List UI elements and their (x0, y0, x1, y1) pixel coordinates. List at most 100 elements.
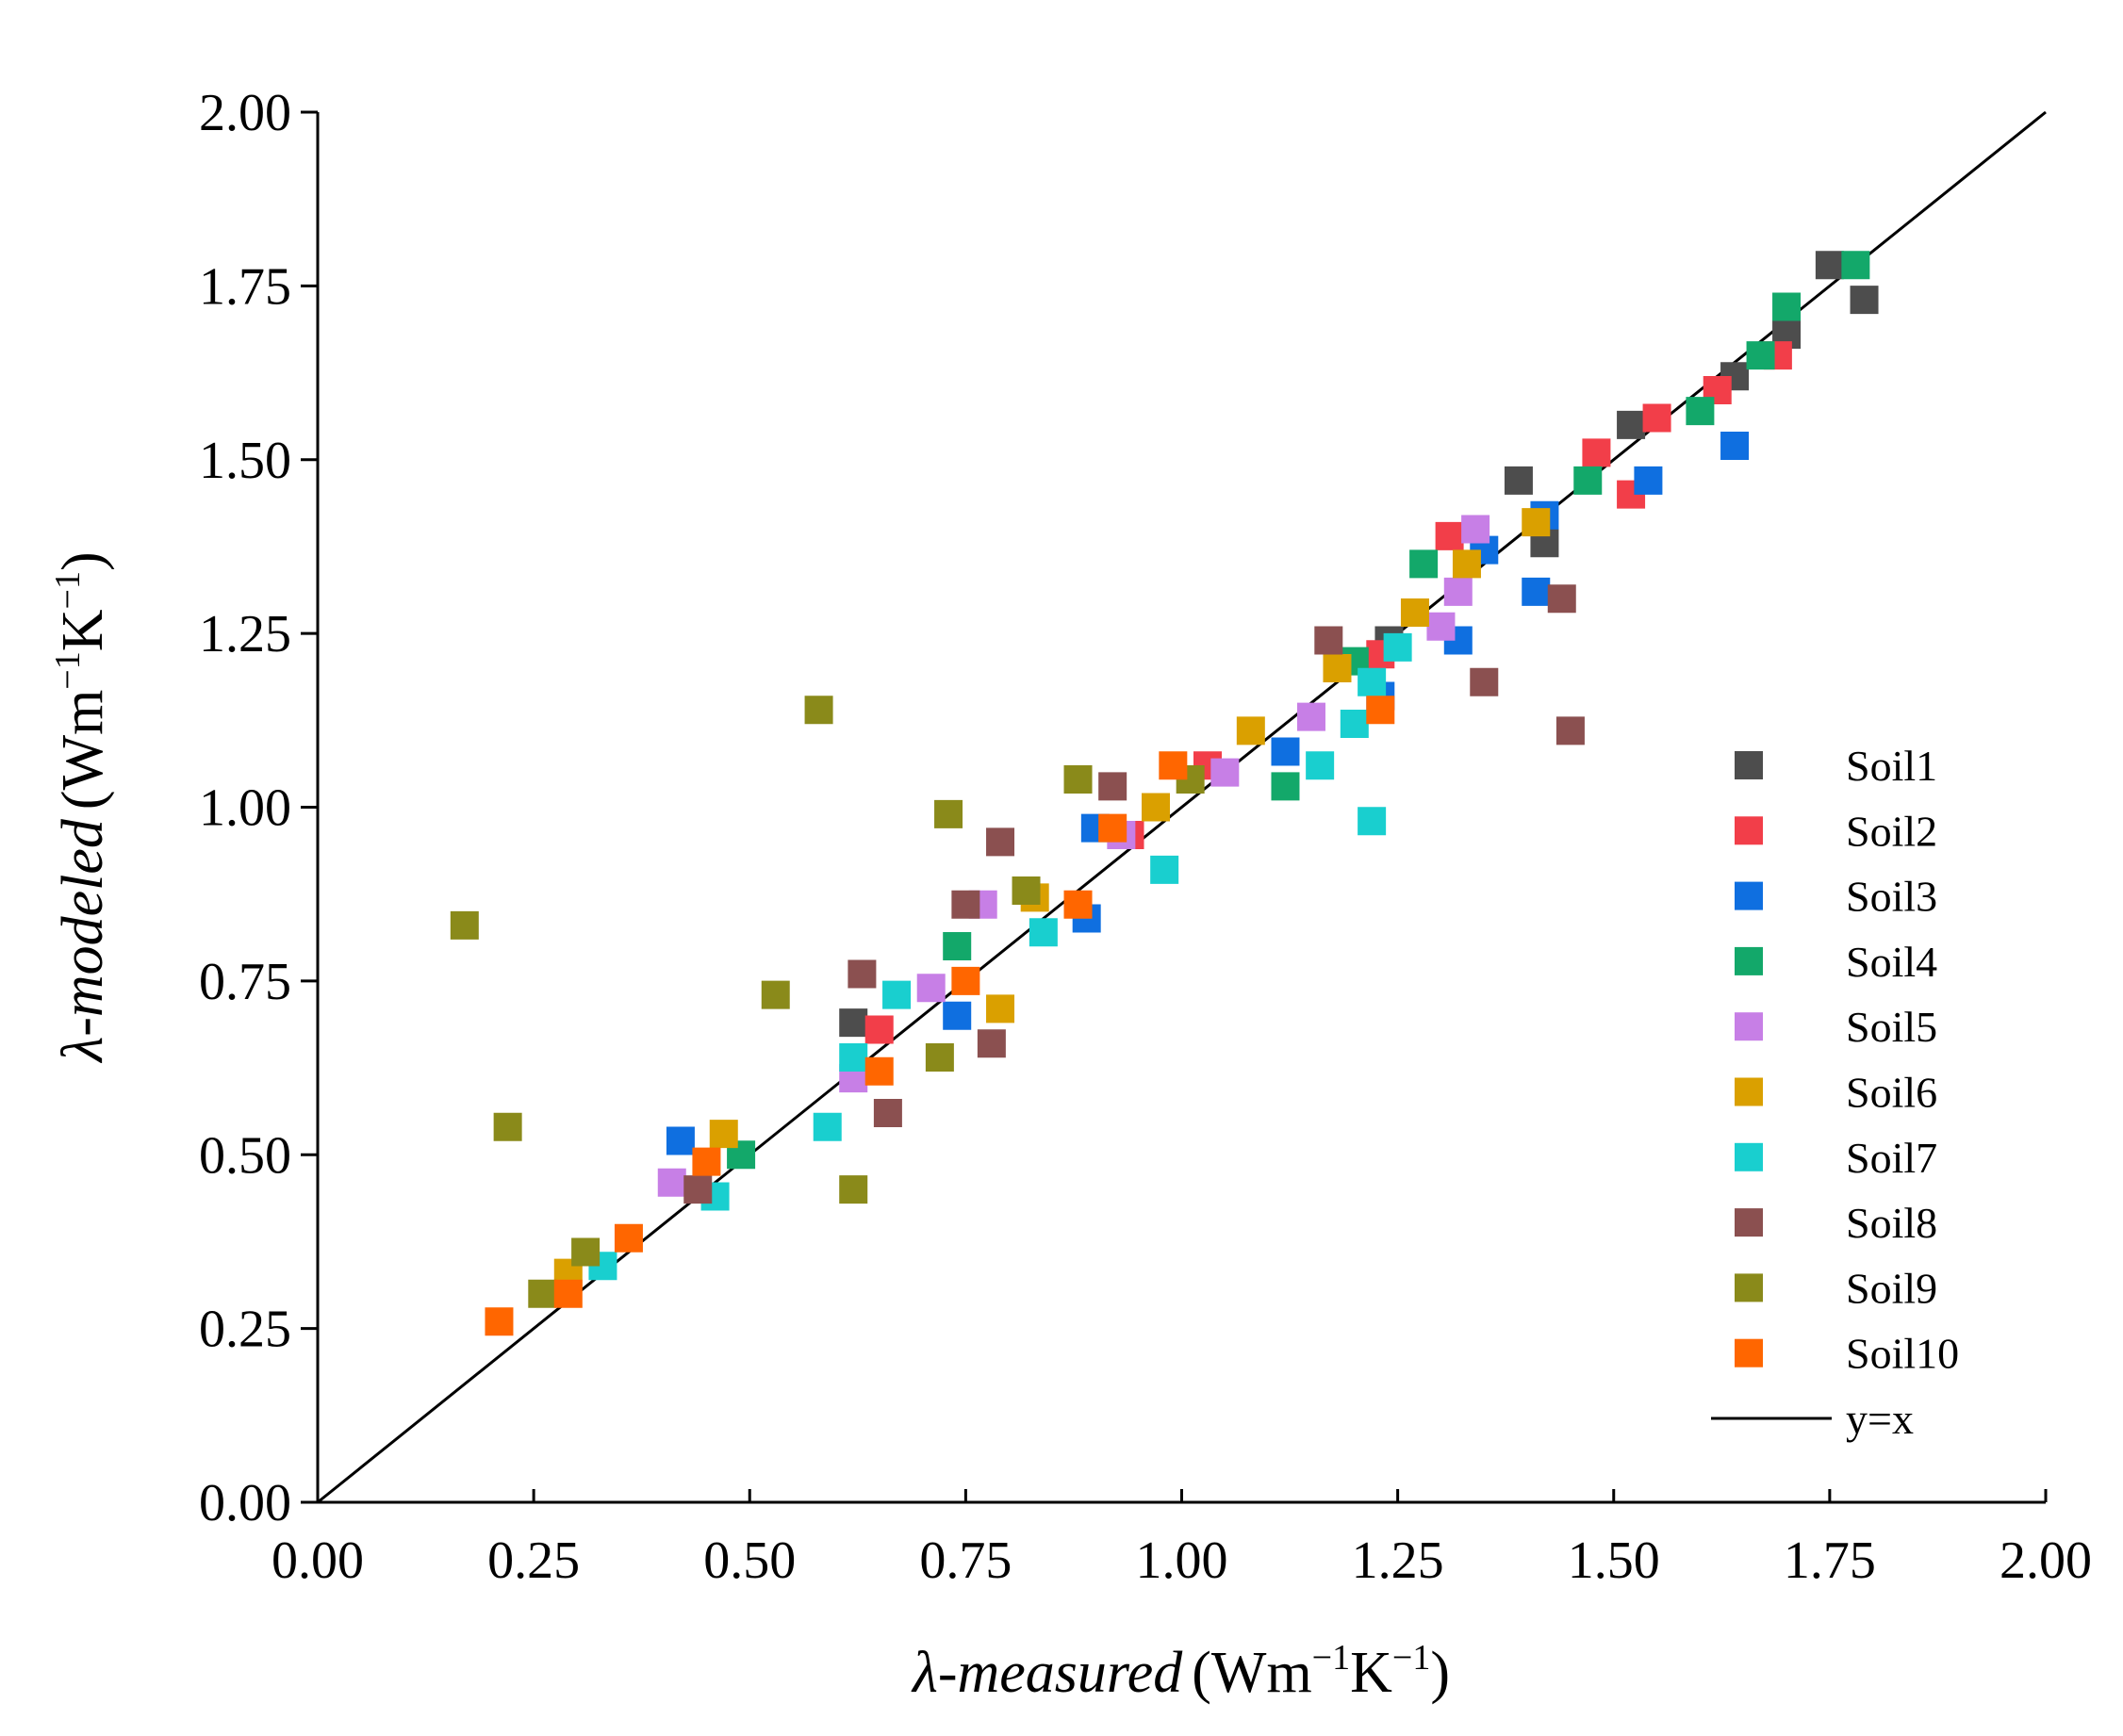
series-soil10 (485, 696, 1395, 1336)
data-point (1210, 758, 1240, 787)
data-point (1686, 397, 1715, 426)
legend-swatch (1735, 816, 1763, 845)
data-point (1470, 667, 1499, 696)
y-axis-title-sup1: −1 (48, 651, 88, 689)
data-point (882, 980, 912, 1009)
series-soil1 (839, 251, 1879, 1038)
data-point (450, 910, 479, 940)
y-tick-label: 1.50 (199, 432, 291, 490)
data-point (761, 980, 790, 1009)
data-point (848, 959, 877, 989)
data-point (1409, 549, 1439, 579)
data-point (1358, 667, 1387, 696)
y-tick-label: 0.50 (199, 1126, 291, 1185)
data-point (657, 1168, 686, 1197)
data-point (1435, 521, 1464, 550)
y-axis-title-symbol: λ (51, 1037, 115, 1064)
data-point (1063, 765, 1093, 794)
data-point (943, 932, 972, 960)
data-point (839, 1175, 868, 1204)
series-soil8 (683, 584, 1585, 1204)
series-soil4 (727, 251, 1870, 1170)
data-point (1150, 855, 1179, 884)
x-axis-title-close: ) (1430, 1641, 1450, 1705)
y-axis-title: λ-modeled(Wm−1K−1) (48, 551, 115, 1063)
data-point (553, 1279, 583, 1308)
data-point (1340, 710, 1369, 738)
data-point (1426, 612, 1456, 641)
x-tick-label: 0.00 (272, 1531, 364, 1590)
data-point (1461, 515, 1490, 544)
x-axis-title-unit2: K (1350, 1641, 1392, 1705)
data-point (1522, 577, 1551, 606)
data-point (1746, 341, 1775, 370)
data-point (1098, 813, 1127, 843)
data-point (813, 1112, 842, 1141)
data-point (951, 966, 980, 995)
data-point (916, 974, 946, 1003)
data-point (485, 1307, 514, 1336)
data-point (493, 1112, 522, 1141)
data-point (977, 1029, 1006, 1058)
y-axis-title-sup2: −1 (48, 571, 88, 609)
data-point (709, 1120, 738, 1149)
data-point (1400, 598, 1429, 627)
data-point (1271, 772, 1300, 801)
data-point (692, 1147, 721, 1176)
legend-label: Soil3 (1846, 873, 1937, 921)
x-tick-label: 1.00 (1136, 1531, 1228, 1590)
data-point (1366, 696, 1395, 725)
data-point (1815, 251, 1844, 280)
data-point (986, 827, 1015, 857)
data-point (1142, 793, 1171, 822)
data-point (839, 1008, 868, 1038)
legend-swatch (1735, 1077, 1763, 1106)
legend-swatch (1735, 1208, 1763, 1237)
data-point (1772, 292, 1802, 321)
x-axis-title-symbol: λ (911, 1641, 938, 1705)
y-tick-label: 0.25 (199, 1301, 291, 1359)
legend-label: Soil8 (1846, 1199, 1937, 1247)
series-soil2 (864, 341, 1792, 1044)
legend-label: Soil10 (1846, 1330, 1959, 1378)
data-point (1452, 549, 1481, 579)
data-point (1850, 286, 1879, 315)
legend-swatch (1735, 881, 1763, 910)
data-point (1522, 508, 1551, 537)
legend-swatch (1735, 1273, 1763, 1302)
data-point (614, 1223, 643, 1253)
legend-swatch (1735, 1338, 1763, 1368)
data-point (1617, 410, 1646, 439)
y-tick-label: 1.25 (199, 605, 291, 663)
data-point (1236, 716, 1265, 745)
x-tick-label: 0.75 (919, 1531, 1012, 1590)
series-soil7 (588, 632, 1412, 1281)
y-axis-title-unit2: K (51, 609, 115, 651)
data-point (934, 799, 963, 828)
data-point (1029, 918, 1058, 947)
legend-swatch (1735, 1142, 1763, 1171)
data-point (1098, 772, 1127, 801)
data-point (1314, 626, 1343, 655)
legend-label: Soil9 (1846, 1264, 1937, 1312)
x-tick-label: 1.25 (1352, 1531, 1444, 1590)
data-point (864, 1056, 894, 1086)
data-point (943, 1001, 972, 1030)
y-tick-label: 0.75 (199, 953, 291, 1011)
data-point (1012, 876, 1041, 905)
data-point (1720, 432, 1750, 460)
ticks-layer: 0.00 0.25 0.50 0.75 1.00 1.25 1.50 1.75 2.00 0.00… (199, 84, 2092, 1590)
x-axis-title-sup1: −1 (1312, 1638, 1350, 1678)
data-point (1443, 577, 1473, 606)
legend: Soil1 Soil2 Soil3 Soil4 Soil5 Soil6 Soil7 Soil8… (1711, 742, 1959, 1443)
data-point (986, 994, 1015, 1024)
x-tick-label: 0.25 (487, 1531, 580, 1590)
data-point (1642, 403, 1671, 433)
data-point (1555, 716, 1585, 745)
x-tick-label: 1.75 (1784, 1531, 1876, 1590)
legend-label: Soil4 (1846, 938, 1937, 986)
data-point (1323, 654, 1352, 682)
data-point (666, 1126, 695, 1155)
x-axis-title-name: -measured (938, 1641, 1183, 1705)
legend-label: Soil6 (1846, 1069, 1937, 1117)
